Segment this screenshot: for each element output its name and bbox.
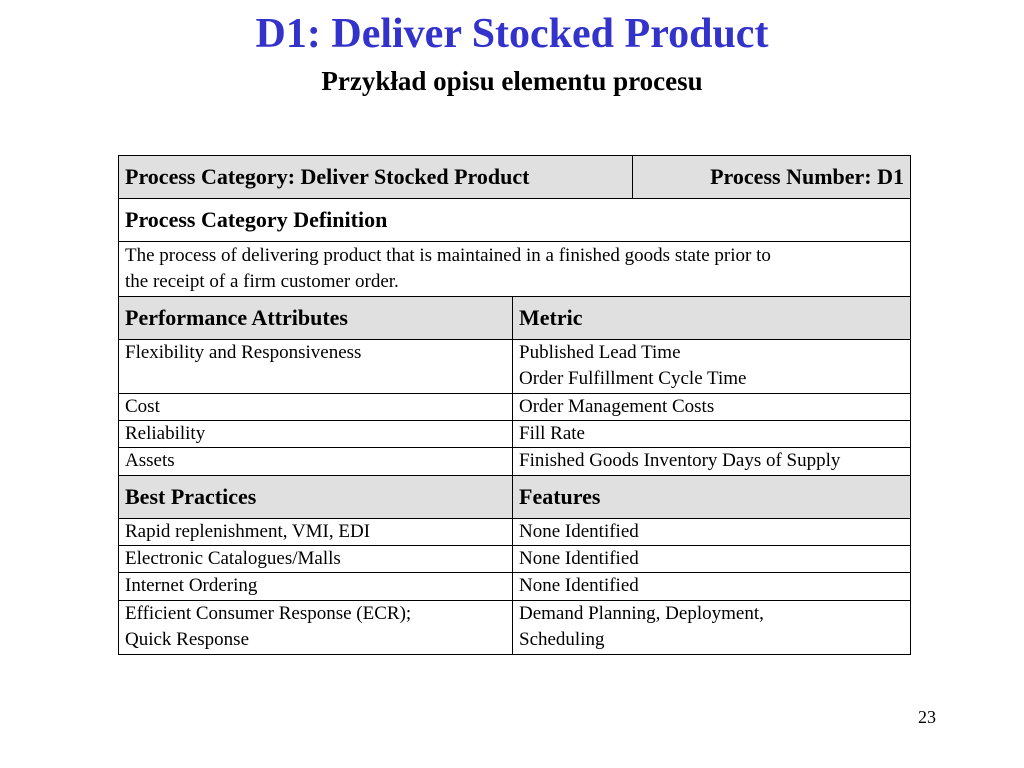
practice-cell: Efficient Consumer Response (ECR); Quick… bbox=[118, 600, 513, 655]
table-row: Cost Order Management Costs bbox=[118, 393, 911, 421]
definition-header-row: Process Category Definition bbox=[118, 198, 911, 242]
definition-text: The process of delivering product that i… bbox=[118, 241, 911, 297]
attribute-cell: Assets bbox=[118, 447, 513, 476]
table-row: Efficient Consumer Response (ECR); Quick… bbox=[118, 600, 911, 655]
definition-line: The process of delivering product that i… bbox=[125, 245, 771, 266]
feature-cell: Demand Planning, Deployment, Scheduling bbox=[512, 600, 911, 655]
definition-row: The process of delivering product that i… bbox=[118, 241, 911, 297]
feature-cell: None Identified bbox=[512, 572, 911, 601]
performance-attributes-header: Performance Attributes bbox=[118, 296, 513, 340]
metric-line: Order Fulfillment Cycle Time bbox=[519, 368, 747, 389]
table-row: Assets Finished Goods Inventory Days of … bbox=[118, 447, 911, 476]
metric-cell: Finished Goods Inventory Days of Supply bbox=[512, 447, 911, 476]
table-row: Internet Ordering None Identified bbox=[118, 572, 911, 601]
process-category-cell: Process Category: Deliver Stocked Produc… bbox=[118, 155, 633, 199]
practice-line: Quick Response bbox=[125, 629, 250, 650]
metric-cell: Fill Rate bbox=[512, 420, 911, 448]
page-number: 23 bbox=[918, 707, 936, 727]
metric-cell: Published Lead Time Order Fulfillment Cy… bbox=[512, 339, 911, 394]
feature-line: Scheduling bbox=[519, 629, 605, 650]
practice-cell: Electronic Catalogues/Malls bbox=[118, 545, 513, 573]
best-practices-header: Best Practices bbox=[118, 475, 513, 519]
definition-header: Process Category Definition bbox=[118, 198, 911, 242]
features-header: Features bbox=[512, 475, 911, 519]
practice-line: Efficient Consumer Response (ECR); bbox=[125, 603, 412, 624]
slide-title: D1: Deliver Stocked Product bbox=[255, 11, 769, 57]
practice-cell: Internet Ordering bbox=[118, 572, 513, 601]
attribute-cell: Flexibility and Responsiveness bbox=[118, 339, 513, 394]
table-row: Flexibility and Responsiveness Published… bbox=[118, 339, 911, 394]
practice-cell: Rapid replenishment, VMI, EDI bbox=[118, 518, 513, 546]
feature-cell: None Identified bbox=[512, 545, 911, 573]
practices-header-row: Best Practices Features bbox=[118, 475, 911, 519]
process-number-cell: Process Number: D1 bbox=[632, 155, 911, 199]
process-table: Process Category: Deliver Stocked Produc… bbox=[118, 155, 911, 655]
table-row: Rapid replenishment, VMI, EDI None Ident… bbox=[118, 518, 911, 546]
metric-line: Published Lead Time bbox=[519, 342, 681, 363]
feature-cell: None Identified bbox=[512, 518, 911, 546]
attribute-cell: Reliability bbox=[118, 420, 513, 448]
metric-cell: Order Management Costs bbox=[512, 393, 911, 421]
metric-header: Metric bbox=[512, 296, 911, 340]
performance-header-row: Performance Attributes Metric bbox=[118, 296, 911, 340]
attribute-cell: Cost bbox=[118, 393, 513, 421]
table-row: Electronic Catalogues/Malls None Identif… bbox=[118, 545, 911, 573]
category-row: Process Category: Deliver Stocked Produc… bbox=[118, 155, 911, 199]
table-row: Reliability Fill Rate bbox=[118, 420, 911, 448]
slide-subtitle: Przykład opisu elementu procesu bbox=[321, 66, 703, 96]
definition-line: the receipt of a firm customer order. bbox=[125, 271, 399, 292]
feature-line: Demand Planning, Deployment, bbox=[519, 603, 764, 624]
